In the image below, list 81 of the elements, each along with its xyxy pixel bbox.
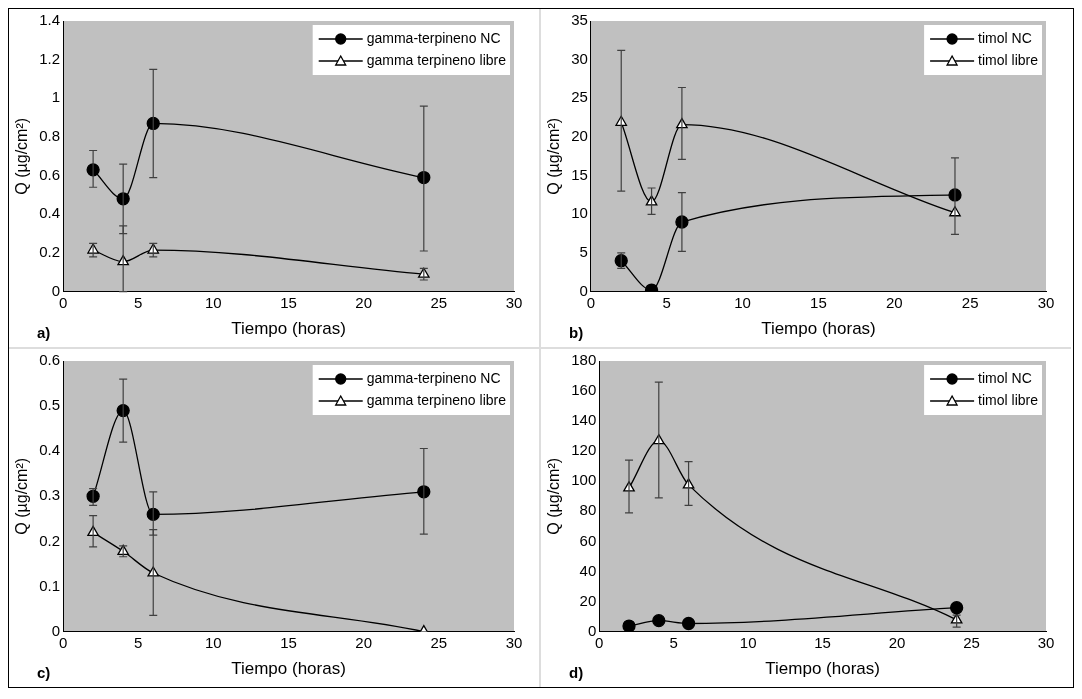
x-tick-label: 5 <box>134 293 143 311</box>
y-tick-label: 140 <box>571 411 597 429</box>
y-tick-label: 0.2 <box>39 243 61 261</box>
x-tick-label: 30 <box>1037 633 1055 651</box>
x-tick-label: 10 <box>205 293 222 311</box>
x-axis-title: Tiempo (horas) <box>231 659 346 679</box>
x-tick-label: 25 <box>430 633 448 651</box>
y-tick-label: 0.6 <box>39 165 61 183</box>
y-tick-label: 20 <box>571 127 588 145</box>
y-tick-label: 180 <box>571 351 597 369</box>
x-tick-label: 15 <box>280 293 297 311</box>
x-tick-label: 15 <box>810 293 827 311</box>
y-axis-title: Q (µg/cm²) <box>13 457 31 535</box>
x-tick-label: 20 <box>355 633 373 651</box>
x-axis-title: Tiempo (horas) <box>765 659 880 679</box>
legend-label: timol libre <box>978 391 1039 408</box>
x-axis-title: Tiempo (horas) <box>761 319 876 339</box>
y-tick-label: 35 <box>571 11 588 29</box>
y-tick-label: 40 <box>579 561 597 579</box>
point <box>652 613 666 628</box>
legend-label: gamma-terpineno NC <box>366 29 501 46</box>
x-tick-label: 10 <box>739 633 757 651</box>
y-tick-label: 60 <box>579 531 597 549</box>
y-tick-label: 0 <box>587 621 597 639</box>
y-tick-label: 0.4 <box>39 441 61 459</box>
y-tick-label: 25 <box>571 88 588 106</box>
x-tick-label: 30 <box>505 293 523 311</box>
y-tick-label: 5 <box>579 243 588 261</box>
y-tick-label: 0.4 <box>39 204 61 222</box>
x-tick-label: 30 <box>1037 293 1055 311</box>
y-tick-label: 20 <box>579 591 597 609</box>
legend-label: timol NC <box>978 369 1032 386</box>
x-tick-label: 15 <box>814 633 831 651</box>
x-tick-label: 25 <box>430 293 448 311</box>
y-tick-label: 0.5 <box>39 396 61 414</box>
y-tick-label: 30 <box>571 49 588 67</box>
text: c) <box>37 664 51 681</box>
legend-label: gamma-terpineno NC <box>366 369 501 386</box>
x-tick-label: 5 <box>662 293 671 311</box>
y-tick-label: 0.6 <box>39 351 61 369</box>
y-axis-title: Q (µg/cm²) <box>13 117 31 195</box>
y-tick-label: 0 <box>579 281 588 299</box>
y-tick-label: 80 <box>579 501 597 519</box>
y-tick-label: 120 <box>571 441 597 459</box>
point <box>950 601 964 615</box>
y-tick-label: 1.4 <box>39 11 61 29</box>
y-tick-label: 0.1 <box>39 576 61 594</box>
y-tick-label: 10 <box>571 204 588 222</box>
point <box>622 619 636 632</box>
x-tick-label: 25 <box>963 633 980 651</box>
legend-label: timol NC <box>978 29 1032 46</box>
x-tick-label: 25 <box>961 293 979 311</box>
x-tick-label: 20 <box>888 633 906 651</box>
x-axis-title: Tiempo (horas) <box>231 319 346 339</box>
y-tick-label: 100 <box>571 471 597 489</box>
text: a) <box>37 324 51 341</box>
y-tick-label: 1.2 <box>39 49 61 67</box>
x-tick-label: 10 <box>205 633 222 651</box>
y-tick-label: 0.3 <box>39 486 61 504</box>
x-tick-label: 20 <box>885 293 903 311</box>
point <box>681 616 696 631</box>
y-tick-label: 1 <box>51 88 61 106</box>
y-tick-label: 0 <box>51 621 61 639</box>
x-tick-label: 5 <box>669 633 678 651</box>
x-tick-label: 15 <box>280 633 297 651</box>
x-tick-label: 20 <box>355 293 373 311</box>
x-tick-label: 30 <box>505 633 523 651</box>
y-axis-title: Q (µg/cm²) <box>545 117 563 195</box>
text: b) <box>569 324 584 341</box>
legend-label: timol libre <box>978 51 1039 68</box>
y-tick-label: 0.8 <box>39 127 61 145</box>
y-axis-title: Q (µg/cm²) <box>545 457 563 535</box>
legend-label: gamma terpineno libre <box>366 51 507 68</box>
x-tick-label: 10 <box>734 293 751 311</box>
y-tick-label: 160 <box>571 381 597 399</box>
y-tick-label: 0 <box>51 281 61 299</box>
x-tick-label: 5 <box>134 633 143 651</box>
y-tick-label: 0.2 <box>39 531 61 549</box>
y-tick-label: 15 <box>571 165 588 183</box>
legend-label: gamma terpineno libre <box>366 391 507 408</box>
text: d) <box>569 664 584 681</box>
